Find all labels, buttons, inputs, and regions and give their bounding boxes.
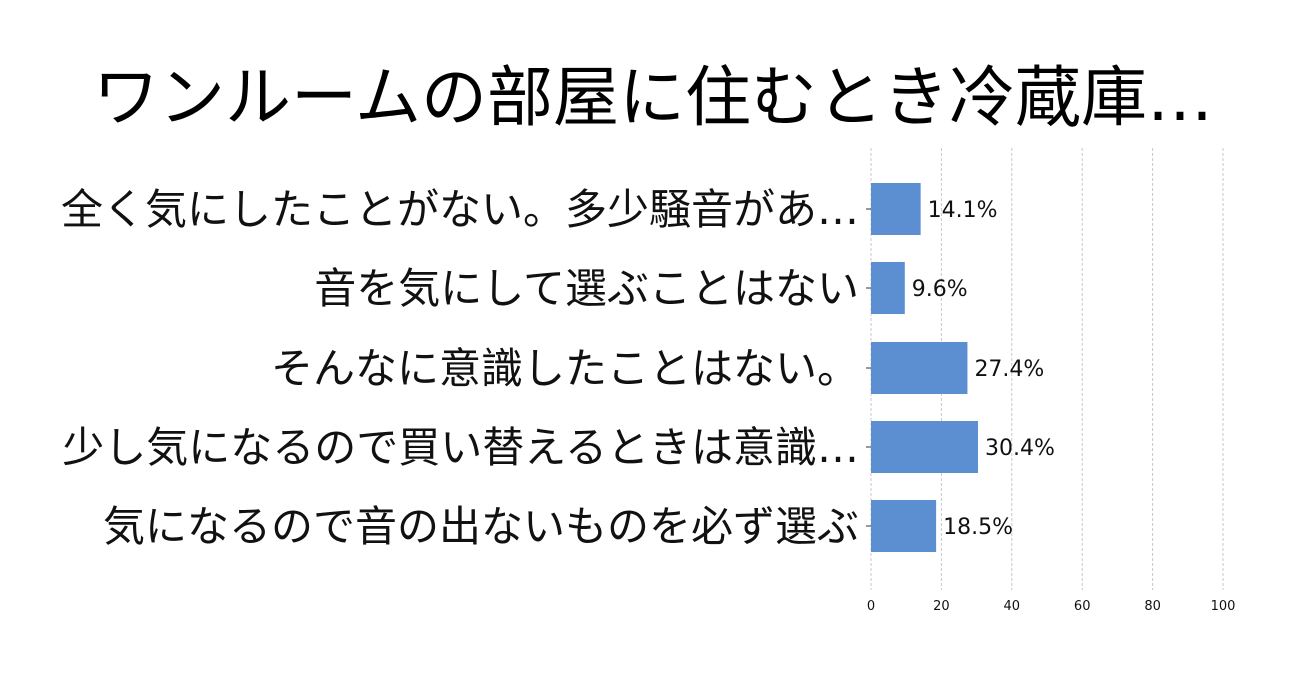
category-label: 音を気にして選ぶことはない xyxy=(314,264,859,313)
category-label-layer: 全く気にしたことがない。多少騒音があ… 音を気にして選ぶことはないそんなに意識した… xyxy=(61,185,859,551)
bar xyxy=(871,342,968,394)
bar xyxy=(871,500,937,552)
x-tick-layer: 0 20 40 60 80 100 xyxy=(867,599,1236,614)
x-tick-label: 80 xyxy=(1144,599,1161,614)
bar xyxy=(871,262,905,314)
bar xyxy=(871,421,979,473)
category-label: 気になるので音の出ないものを必ず選ぶ xyxy=(103,502,859,551)
value-label: 27.4% xyxy=(974,357,1044,382)
category-label: そんなに意識したことはない。 xyxy=(271,344,859,393)
category-label: 少し気になるので買い替えるときは意識… xyxy=(62,423,859,472)
category-label: 全く気にしたことがない。多少騒音があ… xyxy=(61,185,859,234)
value-label: 30.4% xyxy=(985,436,1055,461)
x-tick-label: 40 xyxy=(1004,599,1021,614)
bar xyxy=(871,183,921,235)
x-tick-label: 60 xyxy=(1074,599,1091,614)
value-label: 14.1% xyxy=(928,198,998,223)
value-label: 18.5% xyxy=(943,515,1013,540)
x-tick-label: 100 xyxy=(1211,599,1236,614)
value-label: 9.6% xyxy=(912,277,968,302)
x-tick-label: 20 xyxy=(933,599,950,614)
x-tick-label: 0 xyxy=(867,599,875,614)
bar-layer xyxy=(866,183,979,552)
value-label-layer: 14.1% 9.6% 27.4% 30.4% 18.5% xyxy=(912,198,1055,540)
chart-title: ワンルームの部屋に住むとき冷蔵庫… xyxy=(92,59,1214,136)
